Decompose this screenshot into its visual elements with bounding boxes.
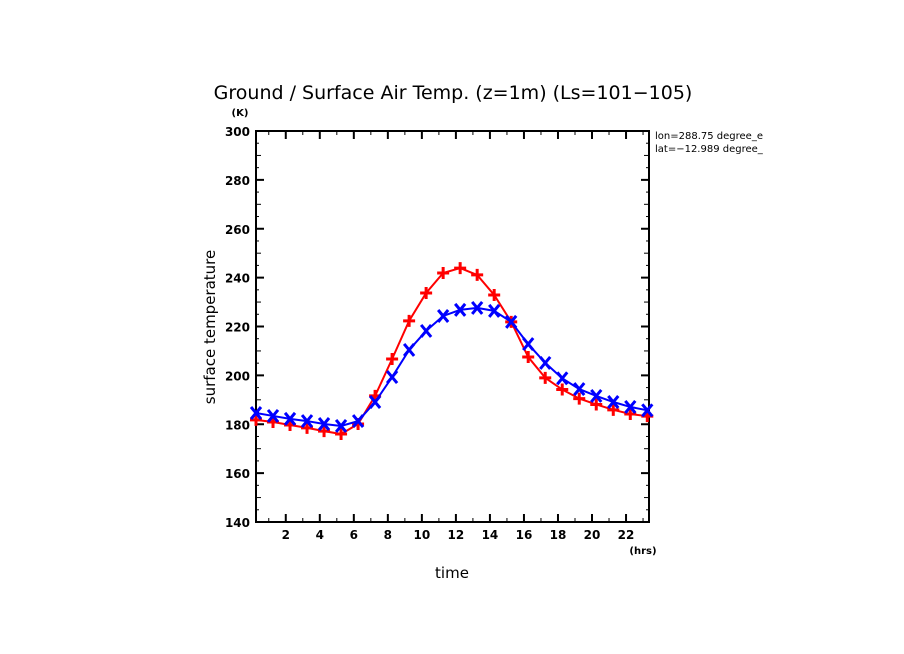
series-line (255, 267, 648, 436)
plot-frame (255, 130, 650, 523)
y-tick-label: 180 (225, 418, 250, 432)
x-marker (419, 323, 433, 338)
x-tick-label: 12 (448, 528, 465, 542)
x-marker (334, 419, 348, 433)
x-marker (317, 417, 331, 431)
plus-marker (556, 383, 569, 396)
plus-marker (522, 351, 535, 364)
x-unit-label: (hrs) (629, 546, 656, 557)
plus-marker (471, 268, 484, 281)
lat-annotation: lat=−12.989 degree_ (655, 144, 764, 155)
plus-marker (250, 413, 262, 426)
x-axis-label: time (435, 564, 469, 582)
x-marker (522, 337, 535, 352)
x-marker (351, 414, 365, 429)
plus-marker (386, 353, 399, 366)
chart-title: Ground / Surface Air Temp. (z=1m) (Ls=10… (214, 82, 693, 104)
plus-marker (335, 428, 348, 441)
x-marker (505, 314, 518, 329)
x-marker (590, 388, 603, 403)
x-marker (573, 382, 586, 397)
series-group (249, 262, 654, 441)
series-surface-air (249, 300, 654, 433)
x-marker (607, 395, 620, 409)
plus-marker (573, 392, 586, 405)
plus-marker (539, 371, 552, 384)
x-marker (454, 302, 467, 317)
x-marker (624, 399, 637, 414)
plus-marker (624, 407, 637, 420)
x-marker (249, 406, 263, 420)
x-marker (402, 342, 416, 357)
x-tick-labels: 2 4 6 8 10 12 14 16 18 20 22 (282, 528, 635, 542)
plus-marker (403, 314, 416, 327)
plus-marker (454, 262, 467, 275)
y-unit-label: (K) (232, 108, 249, 119)
series-ground (250, 262, 654, 441)
axis-ticks (256, 130, 649, 523)
x-tick-label: 4 (316, 528, 324, 542)
plus-marker (301, 421, 314, 434)
y-tick-label: 200 (225, 369, 250, 383)
x-marker (488, 303, 501, 318)
y-axis-label: surface temperature (201, 250, 219, 405)
x-marker (283, 411, 297, 426)
lon-annotation: lon=288.75 degree_e (655, 131, 763, 142)
y-tick-label: 300 (225, 125, 250, 139)
x-tick-label: 8 (384, 528, 392, 542)
plus-marker (420, 287, 433, 300)
x-marker (368, 395, 382, 409)
x-tick-label: 20 (584, 528, 601, 542)
plus-marker (488, 288, 501, 301)
x-marker (266, 408, 280, 423)
x-tick-label: 22 (618, 528, 635, 542)
y-tick-label: 220 (225, 321, 250, 335)
y-tick-label: 280 (225, 174, 250, 188)
x-tick-label: 18 (550, 528, 567, 542)
y-tick-labels: 140 160 180 200 220 240 260 280 300 (225, 125, 250, 530)
x-marker (300, 414, 314, 429)
x-marker (539, 355, 552, 370)
y-tick-label: 160 (225, 467, 250, 481)
x-tick-label: 2 (282, 528, 290, 542)
y-tick-label: 140 (225, 516, 250, 530)
plus-marker (590, 398, 603, 411)
y-tick-label: 260 (225, 223, 250, 237)
x-tick-label: 10 (414, 528, 431, 542)
series-line (255, 306, 648, 427)
x-tick-label: 6 (350, 528, 358, 542)
x-marker (385, 370, 399, 385)
y-tick-label: 240 (225, 272, 250, 286)
plus-marker (607, 403, 620, 416)
x-marker (641, 403, 654, 418)
x-marker (556, 371, 569, 386)
x-tick-label: 14 (482, 528, 499, 542)
plus-marker (318, 425, 331, 438)
x-tick-label: 16 (516, 528, 533, 542)
x-marker (471, 300, 484, 315)
x-marker (436, 309, 450, 323)
plus-marker (437, 266, 450, 279)
